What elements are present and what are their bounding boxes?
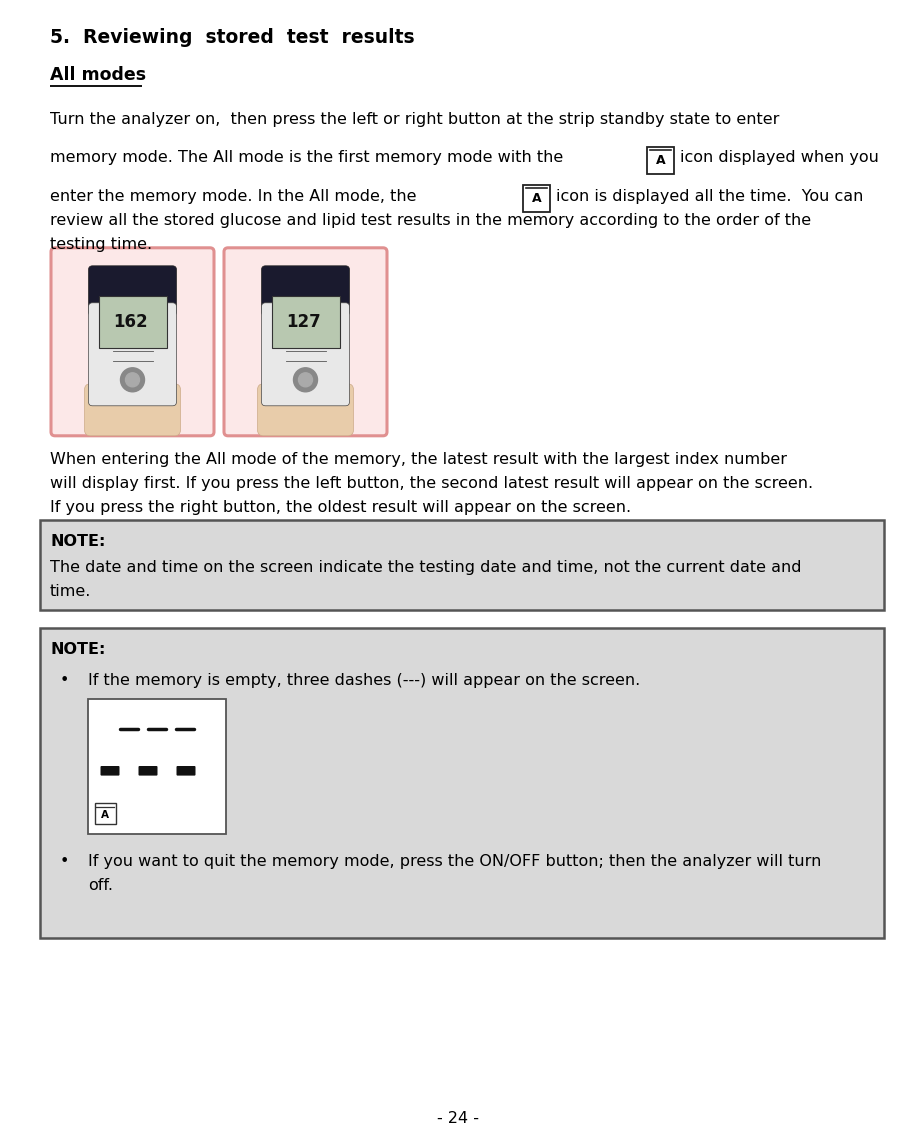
Circle shape	[293, 368, 318, 391]
Text: icon is displayed all the time.  You can: icon is displayed all the time. You can	[556, 188, 864, 204]
Text: A: A	[531, 192, 541, 205]
Text: 162: 162	[114, 312, 147, 331]
FancyBboxPatch shape	[647, 147, 674, 174]
Text: review all the stored glucose and lipid test results in the memory according to : review all the stored glucose and lipid …	[50, 213, 812, 228]
FancyBboxPatch shape	[271, 296, 340, 347]
Text: 127: 127	[286, 312, 321, 331]
FancyBboxPatch shape	[84, 384, 180, 435]
FancyBboxPatch shape	[89, 302, 177, 406]
FancyBboxPatch shape	[99, 296, 167, 347]
Text: Turn the analyzer on,  then press the left or right button at the strip standby : Turn the analyzer on, then press the lef…	[50, 112, 780, 127]
Text: off.: off.	[88, 878, 113, 892]
FancyBboxPatch shape	[261, 266, 350, 316]
Text: All modes: All modes	[50, 67, 147, 83]
Text: NOTE:: NOTE:	[50, 642, 105, 656]
Circle shape	[125, 372, 139, 387]
Text: NOTE:: NOTE:	[50, 534, 105, 549]
Text: A: A	[656, 153, 665, 167]
FancyBboxPatch shape	[51, 248, 214, 435]
Text: If the memory is empty, three dashes (---) will appear on the screen.: If the memory is empty, three dashes (--…	[88, 672, 640, 688]
FancyBboxPatch shape	[40, 628, 884, 937]
FancyBboxPatch shape	[261, 302, 350, 406]
Text: - 24 -: - 24 -	[437, 1111, 479, 1126]
FancyBboxPatch shape	[224, 248, 387, 435]
Text: The date and time on the screen indicate the testing date and time, not the curr: The date and time on the screen indicate…	[50, 559, 802, 575]
FancyBboxPatch shape	[88, 699, 226, 834]
Text: When entering the All mode of the memory, the latest result with the largest ind: When entering the All mode of the memory…	[50, 452, 787, 467]
Text: testing time.: testing time.	[50, 237, 152, 252]
Text: •: •	[60, 854, 70, 869]
FancyBboxPatch shape	[257, 384, 354, 435]
Text: time.: time.	[50, 584, 92, 599]
Text: If you want to quit the memory mode, press the ON/OFF button; then the analyzer : If you want to quit the memory mode, pre…	[88, 854, 822, 869]
FancyBboxPatch shape	[523, 185, 550, 212]
Text: will display first. If you press the left button, the second latest result will : will display first. If you press the lef…	[50, 476, 813, 491]
FancyBboxPatch shape	[177, 766, 195, 776]
Circle shape	[121, 368, 145, 391]
Text: memory mode. The All mode is the first memory mode with the: memory mode. The All mode is the first m…	[50, 150, 563, 166]
Text: 5.  Reviewing  stored  test  results: 5. Reviewing stored test results	[50, 28, 415, 47]
FancyBboxPatch shape	[138, 766, 158, 776]
FancyBboxPatch shape	[89, 266, 177, 316]
Circle shape	[299, 372, 312, 387]
FancyBboxPatch shape	[101, 766, 119, 776]
Text: enter the memory mode. In the All mode, the: enter the memory mode. In the All mode, …	[50, 188, 417, 204]
FancyBboxPatch shape	[40, 520, 884, 610]
Text: A: A	[101, 810, 109, 820]
Text: •: •	[60, 672, 70, 688]
FancyBboxPatch shape	[94, 803, 115, 825]
Text: icon displayed when you: icon displayed when you	[680, 150, 878, 166]
Text: If you press the right button, the oldest result will appear on the screen.: If you press the right button, the oldes…	[50, 500, 631, 514]
